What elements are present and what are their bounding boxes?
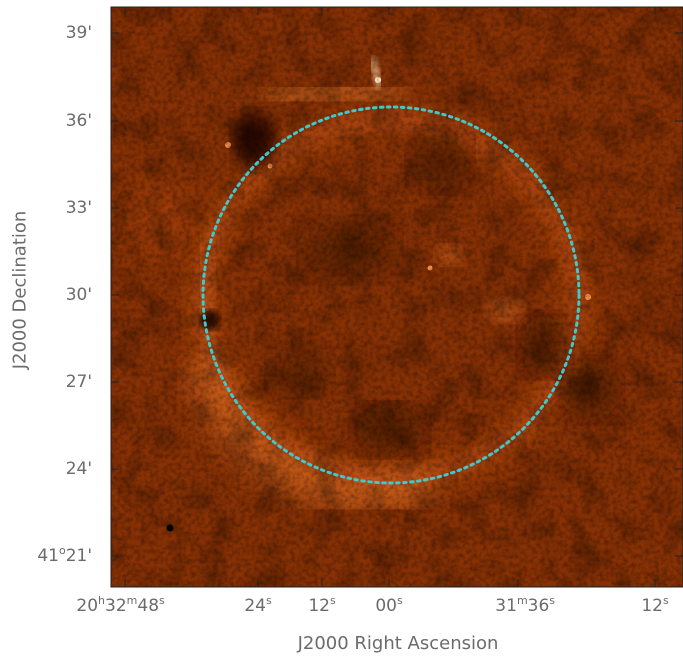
x-tick-label: 20h32m48s	[76, 594, 165, 616]
y-tick-label: 27'	[65, 372, 92, 392]
y-tick-label: 33'	[65, 198, 92, 218]
y-axis-ticks	[111, 32, 683, 557]
y-tick-label: 39'	[65, 23, 92, 43]
x-tick-label: 24s	[244, 594, 272, 616]
x-tick-label: 12s	[641, 594, 669, 616]
y-tick-label: 24'	[65, 459, 92, 479]
x-axis-title: J2000 Right Ascension	[297, 633, 499, 654]
y-tick-label: 30'	[65, 285, 92, 305]
aperture-circle	[201, 105, 581, 485]
beam-marker	[166, 524, 174, 532]
x-axis-ticks	[124, 7, 656, 587]
x-tick-label: 31m36s	[495, 594, 556, 616]
y-tick-label: 36'	[65, 111, 92, 131]
x-tick-label: 12s	[308, 594, 336, 616]
y-axis-title: J2000 Declination	[9, 210, 31, 370]
radio-image	[111, 7, 683, 587]
plot-frame	[110, 6, 683, 588]
y-tick-label: 41o21'	[37, 544, 92, 566]
x-tick-label: 00s	[375, 594, 403, 616]
